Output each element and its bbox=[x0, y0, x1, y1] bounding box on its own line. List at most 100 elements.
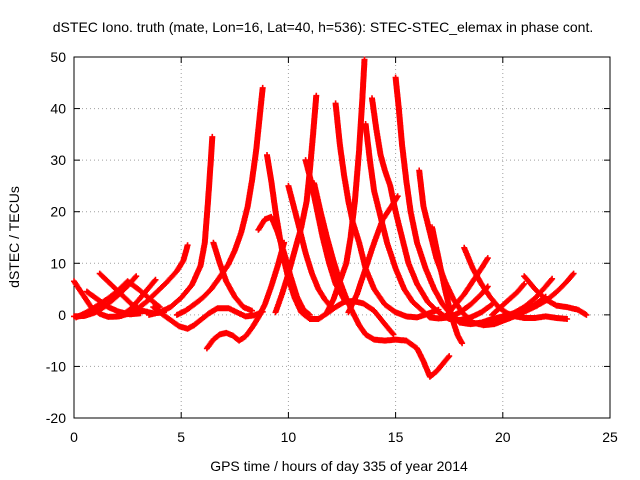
data-point bbox=[508, 298, 510, 300]
data-point bbox=[506, 312, 508, 314]
data-point bbox=[545, 315, 547, 317]
data-point bbox=[120, 315, 122, 317]
data-point bbox=[491, 318, 493, 320]
data-point bbox=[244, 335, 247, 338]
data-point bbox=[204, 242, 206, 244]
data-point bbox=[161, 313, 163, 315]
data-point bbox=[234, 249, 236, 251]
data-point bbox=[525, 310, 528, 312]
data-point bbox=[270, 216, 272, 218]
data-point bbox=[395, 77, 397, 79]
data-point bbox=[566, 306, 568, 308]
data-point bbox=[238, 340, 240, 342]
data-point bbox=[165, 282, 167, 284]
data-point bbox=[455, 303, 457, 306]
data-point bbox=[187, 244, 189, 246]
data-point bbox=[397, 195, 399, 197]
data-point bbox=[97, 305, 99, 307]
data-point bbox=[232, 334, 234, 337]
data-point bbox=[178, 325, 180, 327]
data-point bbox=[120, 293, 122, 295]
data-point bbox=[429, 316, 431, 318]
data-point bbox=[193, 324, 195, 326]
data-point bbox=[398, 108, 400, 110]
data-point bbox=[310, 180, 312, 182]
data-point bbox=[437, 317, 440, 320]
data-series bbox=[146, 133, 216, 318]
data-point bbox=[384, 169, 386, 172]
data-point bbox=[350, 236, 352, 239]
data-marks bbox=[173, 84, 266, 318]
data-point bbox=[358, 324, 360, 326]
data-point bbox=[227, 307, 229, 309]
data-point bbox=[234, 296, 236, 298]
data-point bbox=[407, 262, 410, 264]
axis-ticks: 0 5 10 15 20 25 -20 -10 0 10 20 30 40 50 bbox=[46, 49, 618, 445]
data-point bbox=[320, 211, 322, 213]
data-point bbox=[116, 295, 118, 297]
data-series bbox=[429, 224, 466, 347]
data-series bbox=[461, 244, 571, 322]
data-point bbox=[405, 180, 407, 182]
data-point bbox=[187, 328, 189, 330]
data-point bbox=[395, 311, 397, 313]
data-point bbox=[500, 306, 502, 308]
data-point bbox=[566, 280, 568, 282]
data-point bbox=[405, 340, 407, 342]
data-point bbox=[251, 327, 253, 329]
data-point bbox=[361, 97, 363, 99]
data-point bbox=[191, 284, 193, 286]
data-point bbox=[335, 306, 337, 308]
data-point bbox=[107, 297, 109, 299]
data-point bbox=[317, 288, 319, 290]
data-point bbox=[480, 293, 482, 295]
data-point bbox=[356, 293, 358, 295]
data-point bbox=[435, 247, 437, 249]
data-point bbox=[298, 226, 300, 228]
data-point bbox=[142, 310, 144, 312]
data-point bbox=[461, 311, 463, 313]
data-point bbox=[555, 305, 558, 307]
data-point bbox=[487, 257, 489, 259]
data-point bbox=[242, 306, 244, 308]
data-point bbox=[270, 285, 272, 288]
data-point bbox=[487, 285, 489, 288]
data-point bbox=[129, 309, 131, 311]
data-point bbox=[480, 311, 482, 313]
data-point bbox=[566, 318, 568, 320]
data-point bbox=[358, 242, 360, 244]
data-point bbox=[146, 289, 148, 291]
data-point bbox=[305, 159, 307, 161]
data-point bbox=[287, 185, 289, 187]
data-point bbox=[309, 314, 311, 316]
data-point bbox=[326, 236, 328, 239]
y-tick-label: 50 bbox=[50, 49, 66, 65]
data-point bbox=[491, 314, 493, 316]
data-point bbox=[515, 315, 517, 317]
data-point bbox=[169, 319, 172, 321]
data-point bbox=[545, 298, 547, 300]
data-point bbox=[534, 288, 536, 290]
data-point bbox=[461, 342, 463, 344]
data-point bbox=[362, 302, 364, 305]
data-point bbox=[375, 128, 377, 130]
data-point bbox=[380, 216, 382, 218]
data-point bbox=[403, 288, 405, 290]
data-point bbox=[354, 200, 356, 202]
data-point bbox=[448, 355, 450, 357]
data-point bbox=[523, 306, 525, 308]
data-point bbox=[225, 332, 227, 334]
y-tick-label: 30 bbox=[50, 152, 66, 168]
data-point bbox=[489, 296, 491, 298]
data-point bbox=[146, 300, 148, 302]
chart-title: dSTEC Iono. truth (mate, Lon=16, Lat=40,… bbox=[53, 19, 593, 35]
data-point bbox=[219, 276, 221, 278]
data-point bbox=[343, 175, 345, 177]
data-point bbox=[82, 293, 84, 295]
data-point bbox=[264, 218, 266, 220]
data-point bbox=[416, 283, 418, 285]
data-point bbox=[169, 306, 172, 308]
data-point bbox=[182, 260, 184, 262]
data-point bbox=[373, 310, 375, 312]
data-point bbox=[523, 317, 525, 319]
